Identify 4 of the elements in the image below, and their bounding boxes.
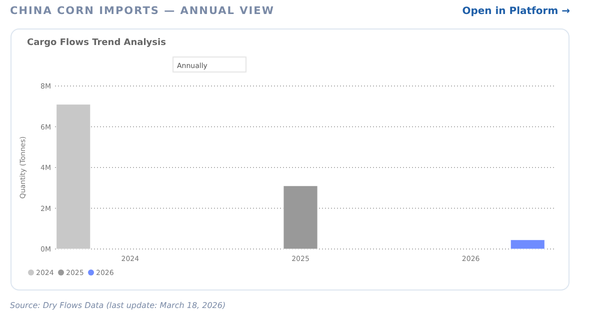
text: Open in Platform → (462, 6, 570, 17)
chart-subtitle: Cargo Flows Trend Analysis (27, 38, 166, 48)
chart-title: CHINA CORN IMPORTS — ANNUAL VIEW (10, 5, 274, 17)
source-note: Source: Dry Flows Data (last update: March 18, 2026) (10, 301, 226, 310)
